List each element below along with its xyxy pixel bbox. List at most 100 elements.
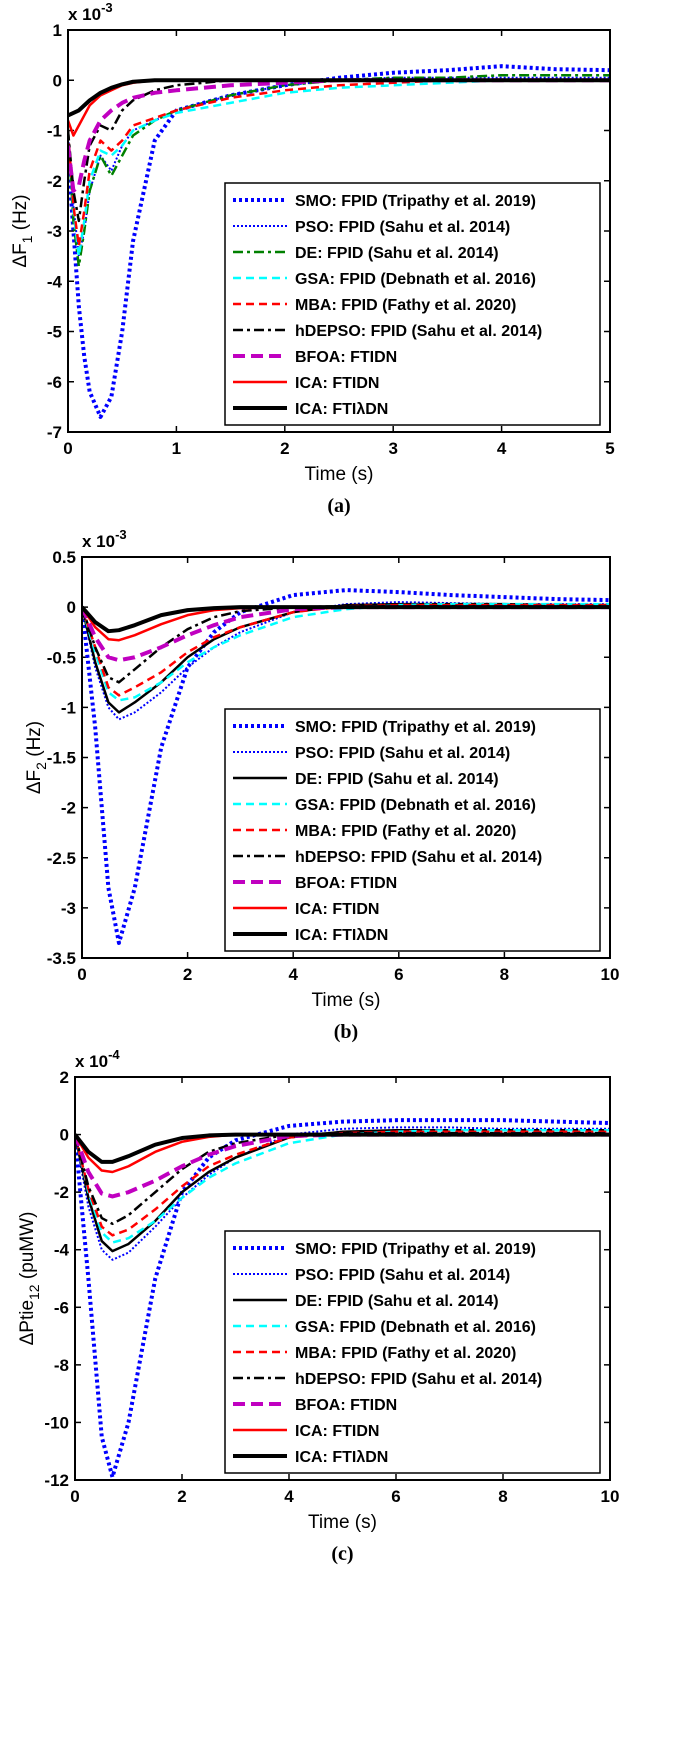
y-axis-label: ΔF2 (Hz) bbox=[24, 721, 49, 794]
series-line bbox=[75, 1129, 610, 1244]
multiplier-base: x 10 bbox=[68, 5, 101, 24]
x-tick-label: 0 bbox=[77, 965, 86, 984]
y-tick-label: -4 bbox=[54, 1241, 70, 1260]
x-tick-label: 4 bbox=[497, 439, 507, 458]
x-tick-label: 4 bbox=[284, 1487, 294, 1506]
multiplier-exponent: -3 bbox=[101, 0, 113, 15]
legend-label: hDEPSO: FPID (Sahu et al. 2014) bbox=[295, 1371, 542, 1388]
y-label-main: ΔF bbox=[24, 770, 45, 794]
y-label-unit: (Hz) bbox=[24, 721, 45, 762]
y-tick-label: -5 bbox=[47, 323, 62, 342]
multiplier-exponent: -4 bbox=[108, 1047, 120, 1062]
legend-label: GSA: FPID (Debnath et al. 2016) bbox=[295, 1319, 536, 1336]
x-tick-label: 8 bbox=[498, 1487, 507, 1506]
lines bbox=[82, 588, 610, 945]
legend-label: ICA: FTIDN bbox=[295, 1423, 379, 1440]
x-tick-label: 2 bbox=[280, 439, 289, 458]
y-tick-label: -2 bbox=[47, 172, 62, 191]
x-tick-label: 2 bbox=[177, 1487, 186, 1506]
y-tick-label: -1.5 bbox=[47, 749, 76, 768]
series-line bbox=[68, 79, 610, 223]
x-tick-label: 1 bbox=[172, 439, 181, 458]
series-line bbox=[75, 1132, 610, 1164]
caption: (b) bbox=[334, 1021, 358, 1043]
caption: (a) bbox=[327, 495, 350, 517]
legend-label: DE: FPID (Sahu et al. 2014) bbox=[295, 771, 499, 788]
y-tick-label: -1 bbox=[61, 698, 76, 717]
series-line bbox=[75, 1126, 610, 1261]
series-line bbox=[82, 602, 610, 702]
legend-label: PSO: FPID (Sahu et al. 2014) bbox=[295, 219, 510, 236]
legend-label: MBA: FPID (Fathy et al. 2020) bbox=[295, 297, 516, 314]
y-tick-label: 0 bbox=[60, 1126, 69, 1145]
x-axis-label: Time (s) bbox=[308, 1512, 377, 1533]
legend-label: ICA: FTIλDN bbox=[295, 1449, 388, 1466]
y-tick-label: -10 bbox=[44, 1413, 69, 1432]
y-tick-label: -1 bbox=[47, 122, 62, 141]
y-label-unit: (Hz) bbox=[10, 194, 31, 235]
series-line bbox=[82, 605, 610, 634]
legend-label: BFOA: FTIDN bbox=[295, 1397, 397, 1414]
legend-box bbox=[224, 182, 601, 426]
y-tick-label: 0.5 bbox=[52, 548, 76, 567]
legend-label: ICA: FTIλDN bbox=[295, 401, 388, 418]
multiplier-base: x 10 bbox=[82, 532, 115, 551]
y-tick-label: -6 bbox=[54, 1298, 69, 1317]
y-tick-label: 0 bbox=[67, 598, 76, 617]
multiplier-exponent: -3 bbox=[115, 527, 127, 542]
x-axis-label: Time (s) bbox=[305, 464, 374, 485]
x-tick-label: 2 bbox=[183, 965, 192, 984]
legend-label: PSO: FPID (Sahu et al. 2014) bbox=[295, 1267, 510, 1284]
x-tick-label: 4 bbox=[288, 965, 298, 984]
y-tick-label: 2 bbox=[60, 1068, 69, 1087]
lines bbox=[68, 64, 610, 419]
series-line bbox=[68, 78, 610, 118]
x-tick-label: 6 bbox=[394, 965, 403, 984]
legend-label: SMO: FPID (Tripathy et al. 2019) bbox=[295, 1241, 536, 1258]
y-tick-label: -3 bbox=[47, 222, 62, 241]
y-tick-label: 0 bbox=[53, 71, 62, 90]
x-tick-label: 8 bbox=[500, 965, 509, 984]
y-label-main: ΔPtie bbox=[17, 1300, 38, 1345]
x-tick-label: 6 bbox=[391, 1487, 400, 1506]
x-tick-label: 0 bbox=[63, 439, 72, 458]
legend-label: hDEPSO: FPID (Sahu et al. 2014) bbox=[295, 849, 542, 866]
legend-label: DE: FPID (Sahu et al. 2014) bbox=[295, 245, 499, 262]
y-axis-label: ΔPtie12 (puMW) bbox=[17, 1212, 42, 1346]
y-tick-label: -2 bbox=[61, 799, 76, 818]
legend-label: GSA: FPID (Debnath et al. 2016) bbox=[295, 271, 536, 288]
multiplier-base: x 10 bbox=[75, 1052, 108, 1071]
axis-multiplier: x 10-3 bbox=[68, 0, 113, 24]
axis-multiplier: x 10-3 bbox=[82, 527, 127, 551]
legend-label: DE: FPID (Sahu et al. 2014) bbox=[295, 1293, 499, 1310]
x-tick-label: 5 bbox=[605, 439, 614, 458]
axes-frame bbox=[81, 556, 611, 959]
x-tick-label: 10 bbox=[601, 965, 620, 984]
y-label-sub: 2 bbox=[33, 762, 49, 770]
legend-label: PSO: FPID (Sahu et al. 2014) bbox=[295, 745, 510, 762]
axes-frame bbox=[74, 1076, 611, 1481]
legend-label: ICA: FTIλDN bbox=[295, 927, 388, 944]
axes-frame bbox=[67, 29, 611, 433]
y-axis-label: ΔF1 (Hz) bbox=[10, 194, 35, 267]
y-tick-label: -3.5 bbox=[47, 949, 76, 968]
series-line bbox=[68, 79, 610, 258]
legend-label: ICA: FTIDN bbox=[295, 375, 379, 392]
legend-label: GSA: FPID (Debnath et al. 2016) bbox=[295, 797, 536, 814]
legend-label: MBA: FPID (Fathy et al. 2020) bbox=[295, 823, 516, 840]
y-tick-label: -2 bbox=[54, 1183, 69, 1202]
y-label-sub: 1 bbox=[19, 235, 35, 243]
legend-label: SMO: FPID (Tripathy et al. 2019) bbox=[295, 719, 536, 736]
y-tick-label: -7 bbox=[47, 423, 62, 442]
legend-label: hDEPSO: FPID (Sahu et al. 2014) bbox=[295, 323, 542, 340]
legend-box bbox=[224, 708, 601, 952]
lines bbox=[75, 1118, 610, 1480]
y-tick-label: -4 bbox=[47, 272, 63, 291]
legend-label: SMO: FPID (Tripathy et al. 2019) bbox=[295, 193, 536, 210]
legend-label: MBA: FPID (Fathy et al. 2020) bbox=[295, 1345, 516, 1362]
y-tick-label: 1 bbox=[53, 21, 62, 40]
y-label-sub: 12 bbox=[26, 1284, 42, 1300]
legend-label: BFOA: FTIDN bbox=[295, 875, 397, 892]
